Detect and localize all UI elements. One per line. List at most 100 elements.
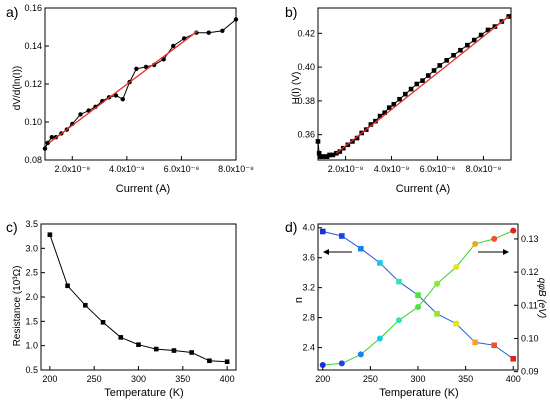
y-tick-label-a: 0.08 bbox=[24, 155, 42, 165]
data-point-n bbox=[339, 233, 345, 239]
y-tick-label-c: 3.0 bbox=[25, 243, 38, 253]
plot-frame-b bbox=[317, 7, 512, 161]
y-tick-label-a: 0.14 bbox=[24, 41, 42, 51]
series-line-b-1 bbox=[335, 15, 510, 154]
x-tick-label-b: 2.0x10⁻⁹ bbox=[328, 164, 364, 174]
series-line-a-0 bbox=[44, 19, 237, 149]
data-point-b bbox=[354, 135, 360, 141]
x-tick-label-a: 6.0x10⁻⁹ bbox=[164, 164, 200, 174]
data-point-phi bbox=[472, 240, 479, 247]
data-point-c bbox=[207, 358, 212, 364]
plot-frame-c bbox=[40, 223, 237, 371]
data-point-c bbox=[136, 342, 141, 347]
chart-panel-a: a) Current (A) dV/d(ln(I)) 2.0x10⁻⁹ 4.0x1… bbox=[6, 3, 254, 195]
data-point-a bbox=[171, 43, 176, 49]
data-point-a bbox=[206, 30, 211, 35]
y-tick-label-b: 0.38 bbox=[297, 96, 315, 106]
data-point-b bbox=[350, 139, 355, 144]
x-tick-label-d: 350 bbox=[458, 374, 473, 384]
x-axis-label-a: Current (A) bbox=[116, 183, 170, 195]
y-tick-label-c: 2.0 bbox=[25, 292, 38, 302]
x-tick-label-c: 350 bbox=[175, 374, 190, 384]
data-point-b bbox=[377, 113, 383, 119]
data-point-b bbox=[391, 101, 397, 107]
series-line-b-0 bbox=[317, 15, 509, 158]
data-point-c bbox=[171, 348, 177, 353]
chart-panel-d: d) Temperature (K) n qφB (eV) 200 250 300 3… bbox=[285, 219, 547, 399]
data-point-phi bbox=[415, 303, 421, 310]
chart-panel-c: c) Temperature (K) Resistance (10³Ω) 200… bbox=[6, 219, 237, 399]
data-point-a bbox=[120, 97, 125, 102]
plot-frame-a bbox=[44, 7, 237, 161]
data-point-phi bbox=[510, 227, 517, 234]
data-point-b bbox=[368, 122, 374, 127]
data-point-b bbox=[431, 68, 437, 73]
data-point-n bbox=[472, 339, 478, 346]
y-tick-label-c: 1.0 bbox=[25, 341, 38, 351]
data-point-phi bbox=[376, 335, 383, 342]
chart-panel-b: b) Current (A) H(I) (V) 2.0x10⁻⁹ 4.0x10⁻⁹… bbox=[285, 4, 512, 195]
data-point-n bbox=[358, 245, 364, 252]
data-point-b bbox=[458, 47, 463, 53]
data-point-b bbox=[420, 78, 425, 83]
right-axis-arrowhead-d bbox=[503, 249, 509, 255]
data-point-phi bbox=[319, 362, 326, 369]
y-axis-label-b: H(I) (V) bbox=[291, 72, 302, 105]
y-tick-label-d: 3.6 bbox=[302, 253, 315, 263]
y-tick-label-b: 0.40 bbox=[297, 62, 315, 72]
data-point-n bbox=[377, 260, 383, 266]
data-point-phi bbox=[434, 280, 441, 287]
y2-axis-label-d: qφB (eV) bbox=[536, 278, 547, 318]
y-tick-label-c: 2.5 bbox=[25, 268, 38, 278]
data-point-b bbox=[382, 110, 387, 116]
x-tick-label-a: 4.0x10⁻⁹ bbox=[109, 164, 145, 174]
data-point-c bbox=[100, 320, 106, 325]
y-tick-label-a: 0.10 bbox=[24, 117, 42, 127]
data-point-b bbox=[471, 37, 477, 43]
data-point-a bbox=[161, 57, 166, 62]
data-point-b bbox=[437, 63, 443, 68]
left-axis-arrowhead-d bbox=[323, 249, 329, 255]
x-tick-label-d: 250 bbox=[363, 374, 378, 384]
y-tick-label-d: 4.0 bbox=[302, 223, 315, 233]
data-point-b bbox=[425, 73, 431, 78]
data-point-b bbox=[316, 150, 322, 156]
y-tick-label-d: 2.8 bbox=[302, 313, 315, 323]
data-point-b bbox=[403, 91, 408, 97]
data-point-b bbox=[485, 27, 491, 33]
x-tick-label-b: 8.0x10⁻⁹ bbox=[466, 164, 502, 174]
y-tick-label-b: 0.42 bbox=[297, 28, 315, 38]
x-tick-label-c: 200 bbox=[42, 374, 57, 384]
data-point-b bbox=[408, 86, 414, 92]
y2-tick-label-d: 0.13 bbox=[521, 234, 539, 244]
y-axis-label-c: Resistance (10³Ω) bbox=[12, 266, 23, 347]
data-point-c bbox=[153, 346, 159, 352]
x-axis-label-b: Current (A) bbox=[396, 183, 450, 195]
x-tick-label-c: 400 bbox=[220, 374, 235, 384]
x-tick-label-d: 400 bbox=[506, 374, 521, 384]
x-tick-label-b: 4.0x10⁻⁹ bbox=[374, 164, 410, 174]
data-point-phi bbox=[491, 235, 498, 242]
panel-label-b: b) bbox=[285, 4, 297, 20]
y2-tick-label-d: 0.10 bbox=[521, 333, 539, 343]
y-tick-label-c: 0.5 bbox=[25, 365, 38, 375]
panel-label-d: d) bbox=[285, 219, 297, 235]
data-point-n bbox=[396, 278, 402, 285]
x-tick-label-a: 2.0x10⁻⁹ bbox=[54, 164, 90, 174]
data-point-phi bbox=[453, 264, 460, 271]
data-point-b bbox=[315, 139, 321, 144]
data-point-b bbox=[478, 32, 484, 38]
y2-tick-label-d: 0.09 bbox=[521, 367, 539, 377]
x-axis-label-c: Temperature (K) bbox=[104, 387, 183, 399]
data-point-b bbox=[397, 96, 402, 102]
x-tick-label-d: 200 bbox=[315, 374, 330, 384]
data-point-c bbox=[224, 359, 230, 365]
panel-label-a: a) bbox=[6, 4, 18, 20]
data-point-n bbox=[453, 320, 459, 327]
data-point-a bbox=[45, 140, 50, 146]
x-tick-label-a: 8.0x10⁻⁹ bbox=[218, 164, 254, 174]
data-point-b bbox=[444, 58, 449, 63]
panel-label-c: c) bbox=[6, 219, 18, 235]
data-point-b bbox=[373, 118, 378, 124]
y-tick-label-d: 2.4 bbox=[302, 343, 315, 353]
